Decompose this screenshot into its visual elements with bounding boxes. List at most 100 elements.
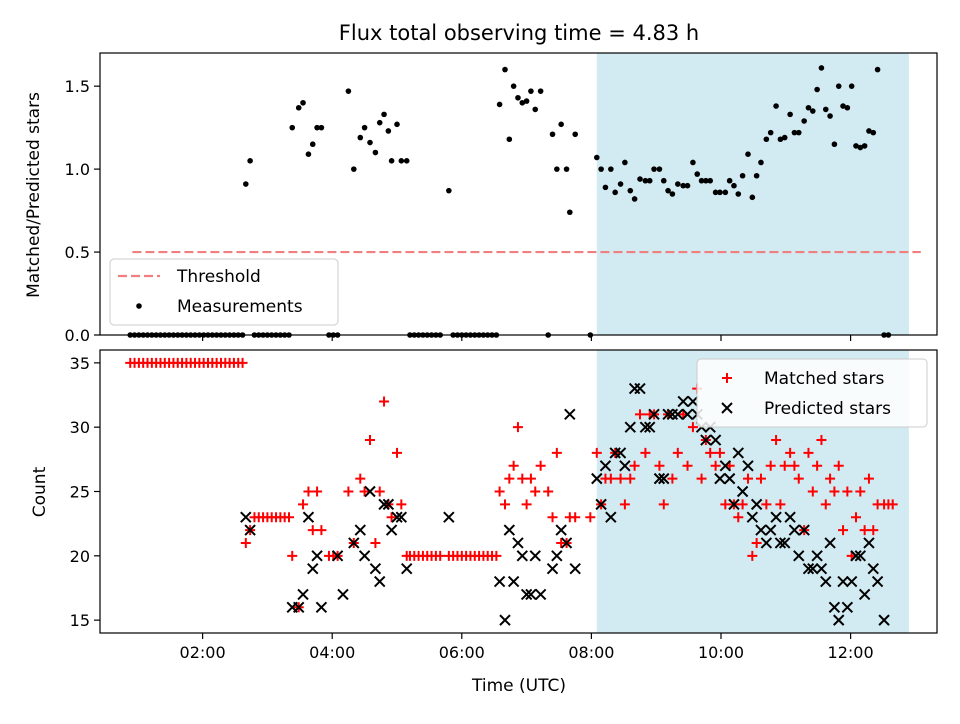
data-point [351, 166, 357, 172]
data-point [297, 588, 309, 601]
data-point [535, 460, 546, 471]
data-point [653, 472, 666, 485]
data-point [687, 395, 699, 408]
data-point [851, 512, 861, 523]
data-point [700, 434, 712, 446]
x-tick-label: 04:00 [309, 643, 355, 662]
data-point [551, 550, 563, 562]
data-point [723, 472, 736, 485]
data-point [244, 524, 256, 536]
series-matched-stars [125, 357, 898, 613]
y-tick-label: 35 [70, 354, 90, 373]
data-point [669, 191, 676, 197]
data-point [634, 382, 646, 395]
data-point [840, 103, 846, 109]
data-point [510, 83, 517, 89]
data-point [787, 111, 793, 118]
data-point [767, 129, 774, 136]
data-point [243, 181, 249, 187]
data-point [648, 408, 660, 421]
data-point [850, 550, 862, 562]
data-point [874, 66, 881, 73]
legend-predicted-swatch [721, 402, 733, 414]
data-point [345, 88, 352, 94]
data-point [733, 512, 744, 523]
data-point [378, 498, 390, 511]
data-point [802, 562, 815, 575]
data-point [247, 158, 253, 164]
data-point [386, 512, 397, 523]
data-point [376, 119, 383, 126]
matched-ratio-panel: 0.0 0.5 1.0 1.5 Threshold Measurements [65, 52, 938, 345]
data-point [530, 486, 541, 497]
data-point [551, 447, 562, 458]
data-point [392, 447, 402, 458]
data-point [651, 166, 657, 172]
data-point [519, 99, 526, 106]
data-point [560, 537, 573, 549]
data-point [617, 181, 624, 187]
data-point [784, 511, 796, 523]
data-point [504, 473, 515, 484]
data-point [359, 486, 370, 497]
data-point [811, 550, 823, 562]
data-point [750, 498, 763, 511]
data-point [374, 575, 386, 588]
data-point [732, 447, 744, 459]
data-point [773, 103, 779, 109]
data-point [516, 550, 528, 562]
data-point [853, 143, 859, 149]
data-point [385, 128, 392, 134]
data-point [845, 575, 858, 588]
data-point [667, 473, 678, 484]
data-point [543, 486, 554, 497]
data-point [760, 537, 773, 549]
data-point [737, 499, 748, 510]
data-point [855, 486, 866, 497]
data-point [512, 537, 524, 549]
y-tick-label: 0.5 [65, 243, 90, 262]
data-point [709, 434, 722, 446]
data-point [435, 550, 446, 561]
series-predicted-stars [240, 382, 890, 626]
data-point [508, 460, 519, 471]
data-point [493, 575, 506, 588]
data-point [764, 524, 777, 536]
data-point [858, 588, 871, 601]
data-point [714, 447, 725, 458]
data-point [499, 614, 511, 626]
data-point [512, 422, 523, 433]
x-tick-label: 10:00 [698, 643, 744, 662]
data-point [594, 154, 600, 161]
data-point [644, 421, 656, 433]
data-point [546, 562, 559, 575]
data-point [599, 460, 612, 472]
data-point [696, 473, 707, 484]
data-point [446, 187, 452, 194]
data-point [605, 473, 616, 484]
data-point [529, 550, 541, 562]
data-point [684, 182, 691, 189]
data-point [348, 537, 360, 549]
data-point [781, 134, 788, 141]
data-point [848, 83, 855, 89]
data-point [825, 473, 836, 484]
data-point [506, 136, 513, 143]
data-point [625, 473, 636, 484]
data-point [303, 486, 314, 497]
data-point [866, 128, 872, 134]
data-point [391, 511, 403, 523]
data-point [859, 525, 870, 536]
data-point [295, 104, 302, 111]
data-point [515, 94, 521, 101]
data-point [745, 151, 751, 157]
data-point [365, 435, 375, 446]
y-tick-label: 20 [70, 547, 90, 566]
data-point [726, 177, 733, 184]
data-point [807, 486, 818, 497]
data-point [842, 486, 853, 497]
data-point [367, 139, 373, 146]
data-point [642, 177, 649, 184]
data-point [547, 512, 558, 523]
